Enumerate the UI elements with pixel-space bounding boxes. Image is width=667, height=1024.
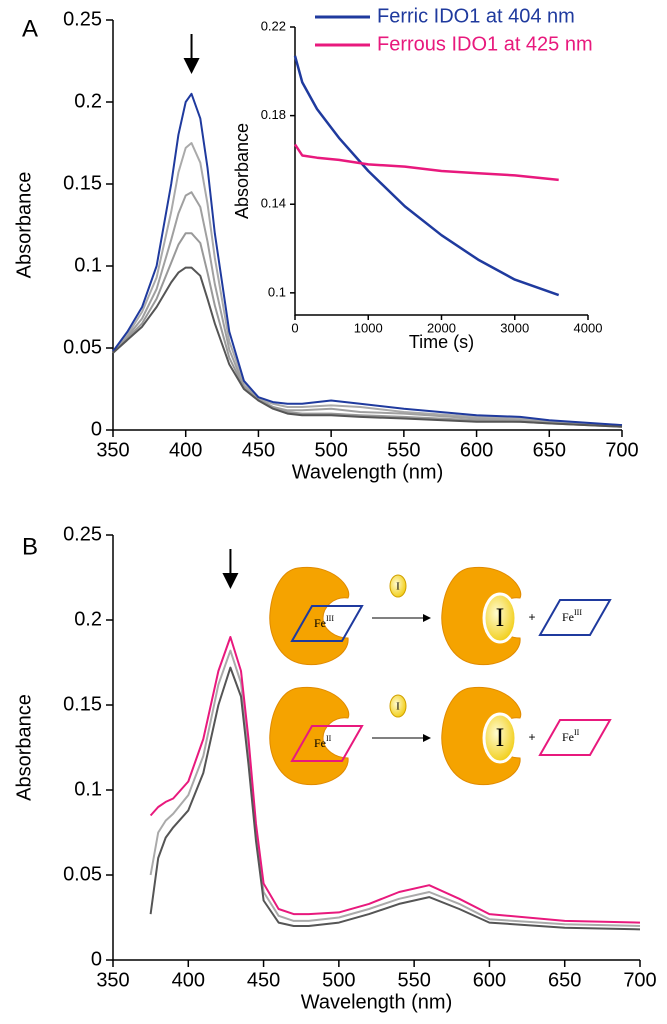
y-tick-label: 0.25 xyxy=(63,8,102,30)
x-tick-label: 350 xyxy=(96,439,129,461)
spectrum-line xyxy=(112,266,623,428)
x-tick-label: 350 xyxy=(96,969,129,991)
x-tick-label: 600 xyxy=(473,969,506,991)
y-tick-label: 0.05 xyxy=(63,863,102,885)
y-tick-label: 0.1 xyxy=(74,778,102,800)
y-tick-label: 0.05 xyxy=(63,336,102,358)
plus: + xyxy=(528,610,535,624)
spectrum-line xyxy=(112,142,623,427)
heme-label: FeIII xyxy=(562,608,582,624)
x-tick-label: 550 xyxy=(387,439,420,461)
bound-ligand-label: I xyxy=(496,723,505,752)
y-tick-label: 0.25 xyxy=(63,523,102,545)
ligand-label: I xyxy=(396,581,400,593)
y-tick-label: 0.2 xyxy=(74,90,102,112)
bound-ligand xyxy=(482,592,518,644)
spectrum-line xyxy=(149,649,641,927)
y-tick-label: 0.22 xyxy=(261,18,286,33)
x-tick-label: 4000 xyxy=(574,321,603,336)
protein xyxy=(269,566,350,666)
y-tick-label: 0 xyxy=(91,418,102,440)
legend-label: Ferric IDO1 at 404 nm xyxy=(377,5,575,27)
y-tick-label: 0.15 xyxy=(63,172,102,194)
panel-label: A xyxy=(22,15,38,42)
heme-label: FeII xyxy=(314,734,332,750)
bound-ligand-label: I xyxy=(496,603,505,632)
ligand xyxy=(389,694,407,718)
x-axis-label: Wavelength (nm) xyxy=(292,461,444,483)
plus: + xyxy=(528,730,535,744)
heme xyxy=(538,599,612,636)
y-axis-label: Absorbance xyxy=(13,172,35,279)
x-tick-label: 700 xyxy=(605,439,638,461)
y-tick-label: 0.1 xyxy=(268,284,286,299)
y-tick-label: 0.2 xyxy=(74,608,102,630)
x-tick-label: 2000 xyxy=(427,321,456,336)
x-axis-label: Wavelength (nm) xyxy=(301,991,453,1013)
x-tick-label: 650 xyxy=(533,439,566,461)
axis-line xyxy=(112,535,640,961)
heme xyxy=(290,605,364,642)
ligand-label: I xyxy=(396,701,400,713)
x-tick-label: 1000 xyxy=(354,321,383,336)
panel-label: B xyxy=(22,533,38,560)
x-tick-label: 400 xyxy=(169,439,202,461)
x-tick-label: 700 xyxy=(623,969,656,991)
spectrum-line xyxy=(293,143,559,182)
x-tick-label: 550 xyxy=(397,969,430,991)
x-tick-label: 450 xyxy=(242,439,275,461)
y-tick-label: 0.1 xyxy=(74,254,102,276)
x-tick-label: 400 xyxy=(172,969,205,991)
x-tick-label: 600 xyxy=(460,439,493,461)
x-tick-label: 650 xyxy=(548,969,581,991)
y-axis-label: Absorbance xyxy=(13,694,35,801)
x-tick-label: 3000 xyxy=(500,321,529,336)
x-tick-label: 0 xyxy=(291,321,298,336)
y-tick-label: 0.18 xyxy=(261,107,286,122)
x-axis-label: Time (s) xyxy=(409,332,474,352)
spectrum-line xyxy=(112,232,623,428)
spectrum-line xyxy=(112,191,623,428)
heme-label: FeII xyxy=(562,728,580,744)
bound-ligand xyxy=(482,712,518,764)
protein xyxy=(269,686,350,786)
heme xyxy=(290,725,364,762)
y-tick-label: 0.15 xyxy=(63,693,102,715)
x-tick-label: 500 xyxy=(322,969,355,991)
spectrum-line xyxy=(149,636,641,924)
heme xyxy=(538,719,612,756)
axis-line xyxy=(112,20,622,431)
spectrum-line xyxy=(293,55,560,297)
y-axis-label: Absorbance xyxy=(232,123,252,219)
y-tick-label: 0.14 xyxy=(261,196,286,211)
x-tick-label: 500 xyxy=(314,439,347,461)
y-tick-label: 0 xyxy=(91,948,102,970)
spectrum-line xyxy=(112,92,623,427)
x-tick-label: 450 xyxy=(247,969,280,991)
ligand xyxy=(389,574,407,598)
spectrum-line xyxy=(149,666,641,931)
heme-label: FeIII xyxy=(314,614,334,630)
legend-label: Ferrous IDO1 at 425 nm xyxy=(377,33,593,55)
